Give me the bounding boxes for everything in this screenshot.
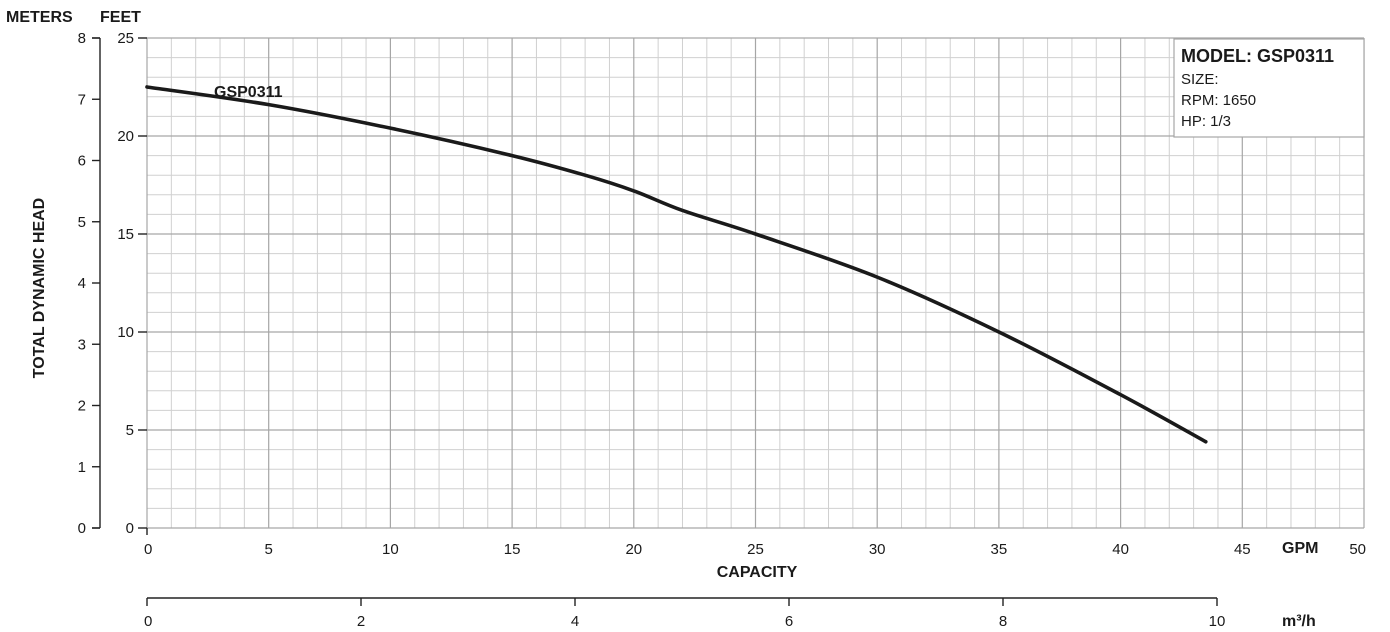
x-tick-label: 20 [625, 541, 642, 558]
x-tick-label: 45 [1234, 541, 1251, 558]
m3h-tick-label: 2 [357, 613, 365, 630]
meters-tick-label: 1 [78, 459, 86, 476]
x-axis-title: CAPACITY [717, 564, 798, 581]
y-axis-title: TOTAL DYNAMIC HEAD [31, 198, 48, 378]
tick-labels: 0 5 10 15 20 25 30 35 40 45 5005101520250123456780… [78, 30, 1366, 630]
legend-box: MODEL: GSP0311 SIZE: RPM: 1650 HP: 1/3 [1173, 38, 1365, 138]
x-tick-label: 5 [265, 541, 273, 558]
x-tick-label: 40 [1112, 541, 1129, 558]
meters-tick-label: 5 [78, 214, 86, 231]
feet-tick-label: 15 [117, 226, 134, 243]
legend-title: MODEL: GSP0311 [1181, 46, 1334, 66]
series-line-gsp0311 [145, 85, 1208, 444]
feet-tick-label: 5 [126, 422, 134, 439]
x-tick-label: 35 [991, 541, 1008, 558]
meters-tick-label: 4 [78, 275, 86, 292]
feet-tick-label: 25 [117, 30, 134, 47]
meters-header: METERS [6, 9, 73, 26]
feet-tick-label: 20 [117, 128, 134, 145]
m3h-tick-label: 0 [144, 613, 152, 630]
m3h-tick-label: 10 [1209, 613, 1226, 630]
feet-tick-label: 10 [117, 324, 134, 341]
x-tick-label: 0 [144, 541, 152, 558]
feet-tick-label: 0 [126, 520, 134, 537]
m3h-tick-label: 6 [785, 613, 793, 630]
x-tick-label: 25 [747, 541, 764, 558]
x-tick-label: 15 [504, 541, 521, 558]
legend-hp: HP: 1/3 [1181, 113, 1231, 130]
m3h-tick-label: 8 [999, 613, 1007, 630]
meters-tick-label: 3 [78, 336, 86, 353]
series-label: GSP0311 [214, 84, 283, 101]
meters-tick-label: 6 [78, 153, 86, 170]
legend-frame [1173, 38, 1365, 138]
legend-rpm: RPM: 1650 [1181, 92, 1256, 109]
feet-header: FEET [100, 9, 141, 26]
meters-tick-label: 2 [78, 398, 86, 415]
gpm-unit-label: GPM [1282, 540, 1318, 557]
m3h-unit-label: m³/h [1282, 613, 1316, 630]
series-layer [145, 85, 1208, 444]
x-tick-label: 30 [869, 541, 886, 558]
m3h-tick-label: 4 [571, 613, 579, 630]
x-tick-label: 10 [382, 541, 399, 558]
meters-tick-label: 0 [78, 520, 86, 537]
x-tick-label: 50 [1349, 541, 1366, 558]
meters-tick-label: 8 [78, 30, 86, 47]
legend-size: SIZE: [1181, 71, 1219, 88]
meters-tick-label: 7 [78, 91, 86, 108]
axes [92, 37, 1218, 606]
